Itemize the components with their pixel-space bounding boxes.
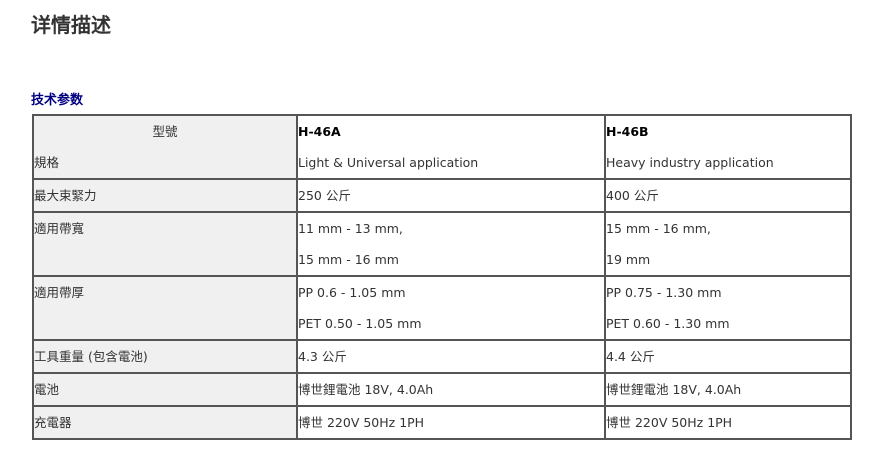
model-label: 型號 <box>152 124 178 139</box>
table-row: 充電器 博世 220V 50Hz 1PH 博世 220V 50Hz 1PH <box>32 405 852 440</box>
row-value-a: PP 0.6 - 1.05 mm <box>298 285 406 300</box>
table-row: 電池 博世鋰電池 18V, 4.0Ah 博世鋰電池 18V, 4.0Ah <box>32 372 852 407</box>
row-value-a: 11 mm - 13 mm, <box>298 221 403 236</box>
table-row: 最大束緊力 250 公斤 400 公斤 <box>32 178 852 213</box>
row-value-b: 博世鋰電池 18V, 4.0Ah <box>606 382 742 397</box>
row-label: 適用帶厚 <box>34 285 85 300</box>
spec-a: Light & Universal application <box>298 155 479 170</box>
section-title: 技术参数 <box>31 93 84 108</box>
row-label: 適用帶寬 <box>34 221 85 236</box>
row-value-b: PP 0.75 - 1.30 mm <box>606 285 722 300</box>
spec-b: Heavy industry application <box>606 155 774 170</box>
spec-table: 型號 規格 H-46A Light & Universal applicatio… <box>32 114 852 440</box>
page-title: 详情描述 <box>31 13 111 37</box>
row-value-b: 19 mm <box>606 252 651 267</box>
row-value-a: 15 mm - 16 mm <box>298 252 399 267</box>
table-header-row: 型號 規格 H-46A Light & Universal applicatio… <box>32 114 852 180</box>
row-value-b: 博世 220V 50Hz 1PH <box>606 415 733 430</box>
row-label: 工具重量 (包含電池) <box>34 349 148 364</box>
row-value-b: 4.4 公斤 <box>606 349 655 364</box>
table-row: 適用帶寬 11 mm - 13 mm, 15 mm - 16 mm 15 mm - 1… <box>32 211 852 277</box>
spec-label: 規格 <box>34 155 60 170</box>
row-value-b: 15 mm - 16 mm, <box>606 221 711 236</box>
row-value-a: 博世 220V 50Hz 1PH <box>298 415 425 430</box>
model-a: H-46A <box>298 124 341 139</box>
table-row: 適用帶厚 PP 0.6 - 1.05 mm PET 0.50 - 1.05 mm PP… <box>32 275 852 341</box>
row-value-a: 4.3 公斤 <box>298 349 347 364</box>
row-value-b: 400 公斤 <box>606 188 659 203</box>
row-label: 電池 <box>34 382 60 397</box>
row-value-a: 250 公斤 <box>298 188 351 203</box>
row-label: 充電器 <box>34 415 72 430</box>
model-b: H-46B <box>606 124 649 139</box>
row-value-a: 博世鋰電池 18V, 4.0Ah <box>298 382 434 397</box>
row-value-a: PET 0.50 - 1.05 mm <box>298 316 422 331</box>
row-value-b: PET 0.60 - 1.30 mm <box>606 316 730 331</box>
row-label: 最大束緊力 <box>34 188 97 203</box>
table-row: 工具重量 (包含電池) 4.3 公斤 4.4 公斤 <box>32 339 852 374</box>
